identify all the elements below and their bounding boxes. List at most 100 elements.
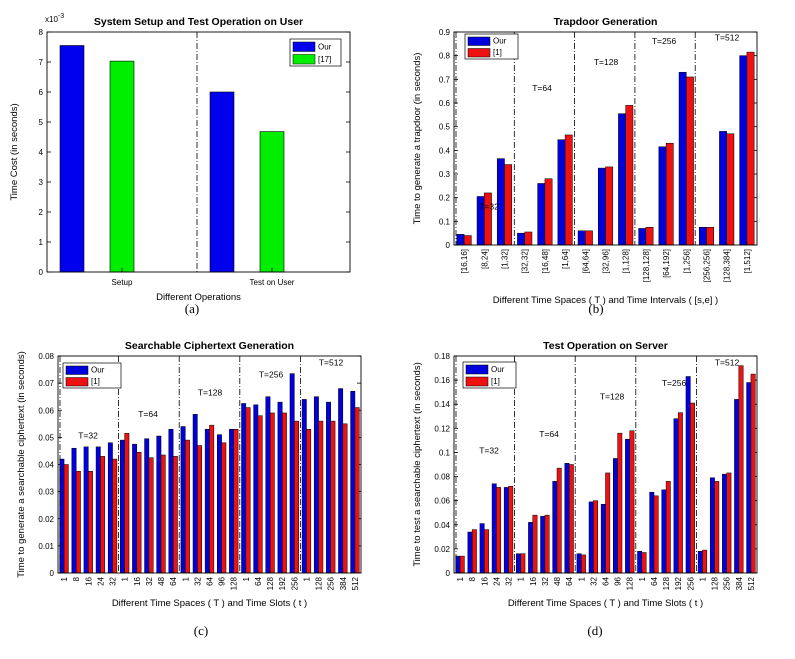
bar-our-13 [217,434,222,574]
bar-our-20 [301,399,307,574]
y-tick-label: 0 [446,241,451,250]
bar-our-8 [552,481,558,574]
y-axis-label: Time Cost (in seconds) [9,103,20,200]
y-tick-label: 0.02 [434,545,450,554]
x-tick-label: 32 [589,576,598,585]
bar-ref-6 [532,514,538,574]
bar-our-12 [204,428,210,574]
bar-ref-12 [706,227,715,246]
bar-ref-17 [665,481,671,574]
legend-swatch-ref [465,376,489,387]
x-tick-label: 64 [565,576,574,585]
bar-ref-17 [269,412,275,574]
bar-our-16 [253,404,259,574]
bar-our-10 [576,553,582,574]
x-tick-label: 96 [218,576,227,585]
bar-our-8 [156,435,162,574]
x-tick-label: Test on User [250,278,295,287]
bar-ref-3 [496,487,502,574]
x-tick-label: 64 [650,576,659,585]
figure-caption: (b) [588,301,603,316]
x-tick-label: 32 [145,576,154,585]
x-tick-label: [1,256] [682,249,691,273]
x-tick-label: 128 [626,576,635,590]
bar-our-22 [722,473,727,574]
group-label: T=256 [259,370,284,380]
chart-title: Test Operation on Server [543,340,668,352]
bar-ref-9 [172,456,178,574]
x-axis-label: Different Time Spaces ( T ) and Time Slo… [112,598,307,609]
y-exponent-label: x10-3 [45,13,64,24]
bar-our-18 [277,401,283,574]
y-axis-label: Time to test a searchable ciphertext (in… [412,362,423,567]
y-tick-label: 8 [39,28,44,37]
bar-our-12 [600,504,606,574]
legend-label-our: Our [491,365,505,374]
bar-our-17 [661,489,667,574]
bar-our-21 [709,477,715,574]
bar-ref-6 [136,452,142,574]
bar-our-10 [658,146,667,246]
bar-ref-13 [617,432,623,574]
y-tick-label: 0.9 [439,28,451,37]
bar-our-24 [350,391,356,574]
y-tick-label: 0.02 [38,515,54,524]
legend-swatch-ref [292,54,316,65]
y-tick-label: 0.03 [38,488,54,497]
chart-title: Searchable Ciphertext Generation [125,340,294,352]
plot-frame [453,355,758,574]
bar-ref-14 [629,430,635,574]
bar-ref-22 [726,472,732,574]
bar-our-4 [107,442,113,574]
bar-ref-15 [641,552,647,574]
x-tick-label: 16 [133,576,142,585]
bar-ref-23 [738,365,744,574]
x-tick-label: [32,96] [602,249,611,273]
group-label: T=64 [138,409,158,419]
y-tick-label: 0.04 [38,461,54,470]
y-tick-label: 0.08 [38,352,54,361]
x-tick-label: [1,128] [622,249,631,273]
x-tick-label: 1 [577,576,586,581]
x-tick-label: 64 [602,576,611,585]
bar-ref-2 [88,471,93,574]
bar-17-setup [109,60,135,273]
x-tick-label: 16 [84,576,93,585]
legend-swatch-ref [467,48,491,58]
bar-ref-16 [653,495,659,574]
bar-our-5 [516,553,521,574]
x-tick-label: Setup [112,278,133,287]
y-tick-label: 3 [39,178,44,187]
x-tick-label: 32 [109,576,118,585]
y-tick-label: 0.14 [434,400,450,409]
bar-our-21 [313,396,319,574]
x-tick-label: [1,512] [743,249,752,273]
bar-our-4 [503,487,509,574]
bar-ref-15 [245,407,251,574]
bar-ref-4 [112,458,118,574]
x-tick-label: 8 [468,576,477,581]
y-tick-label: 0.01 [38,542,54,551]
x-tick-label: [256,256] [703,249,712,282]
bar-our-22 [326,401,331,574]
bar-ref-4 [544,178,553,246]
x-tick-label: 1 [698,576,707,581]
x-tick-label: 256 [686,576,695,590]
bar-our-1 [71,447,77,574]
bar-Our-test-on-user [209,91,235,273]
bar-our-24 [746,382,752,574]
x-tick-label: 16 [529,576,538,585]
x-tick-label: 128 [266,576,275,590]
bar-ref-16 [257,415,263,574]
x-tick-label: [8,24] [480,249,489,269]
y-exponent-base: x10 [45,15,58,24]
bar-our-13 [613,458,618,574]
bar-our-15 [637,551,643,574]
bar-our-17 [265,396,271,574]
bar-ref-13 [221,442,227,574]
x-tick-label: 192 [278,576,287,590]
figure-caption: (c) [194,623,208,638]
bar-ref-5 [520,553,526,574]
bar-ref-5 [124,433,130,574]
y-axis-label: Time to generate a searchable ciphertext… [16,351,27,578]
